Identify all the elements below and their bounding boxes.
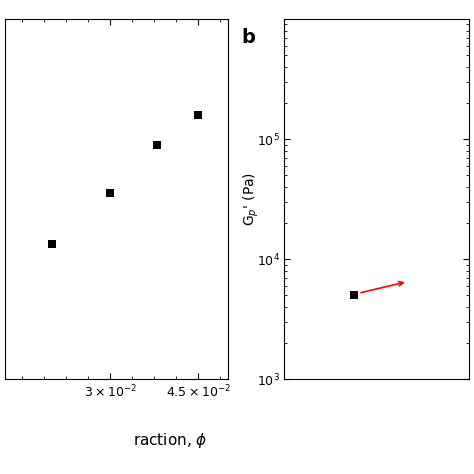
Text: b: b xyxy=(242,28,255,47)
Text: G$_p$' (Pa): G$_p$' (Pa) xyxy=(242,172,261,226)
Text: raction, $\phi$: raction, $\phi$ xyxy=(133,431,207,450)
